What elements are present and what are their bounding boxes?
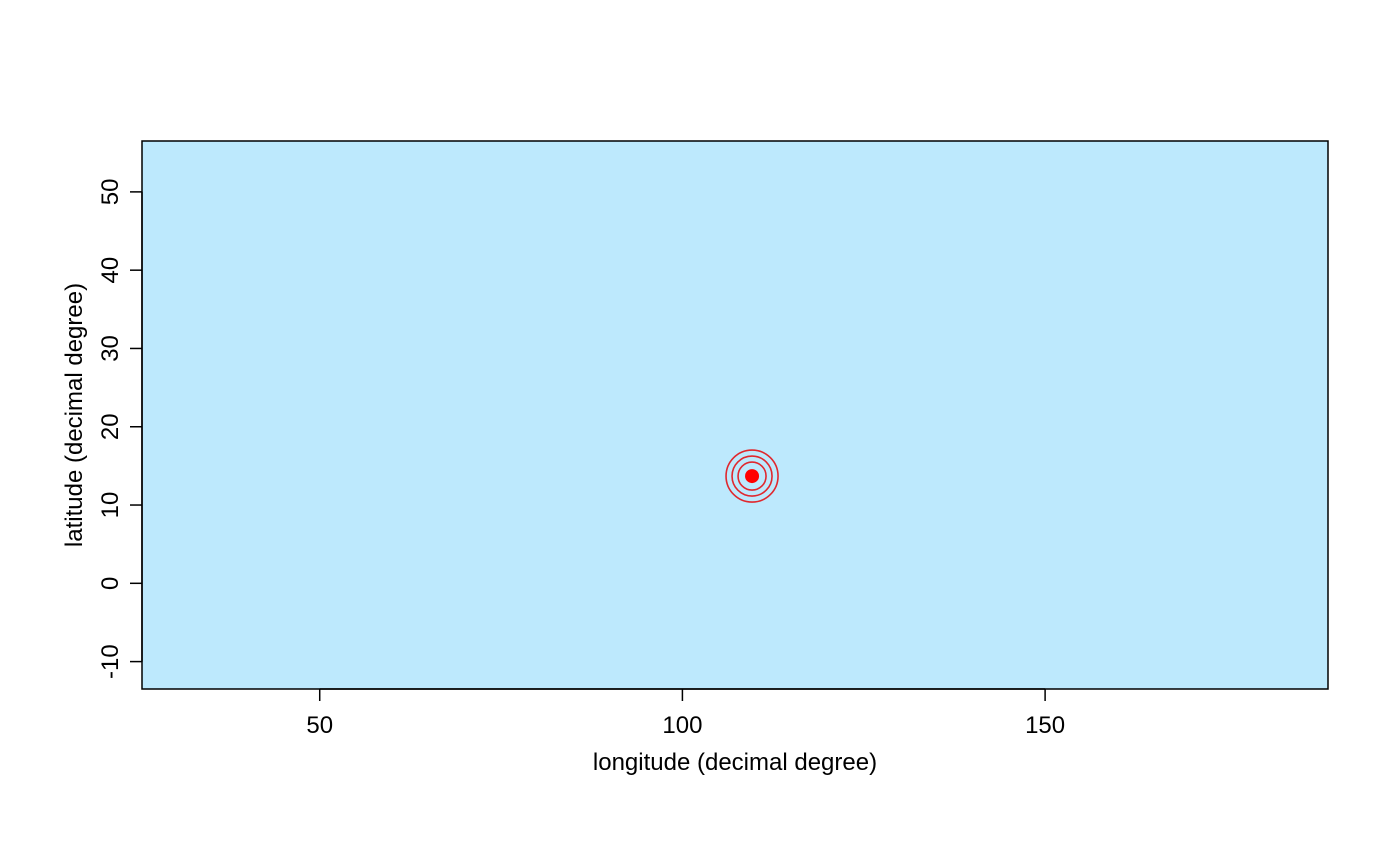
plot-background: [142, 141, 1328, 689]
plot-frame: [141, 140, 1329, 690]
y-tick-label: 30: [97, 335, 124, 362]
data-point-ring: [737, 461, 767, 491]
y-tick-label: 40: [97, 257, 124, 284]
x-tick-label: 100: [662, 712, 702, 739]
x-tick-label: 50: [306, 712, 333, 739]
x-axis: 50 100 150: [306, 688, 1065, 739]
y-axis: -10 0 10 20 30 40 50: [97, 179, 143, 679]
y-tick-label: 0: [97, 577, 124, 590]
y-tick-label: 20: [97, 413, 124, 440]
y-tick-label: 50: [97, 179, 124, 206]
y-tick-label: 10: [97, 492, 124, 519]
data-point-dot: [745, 469, 760, 484]
y-tick-label: -10: [97, 644, 124, 679]
data-point-ring: [731, 455, 773, 497]
y-axis-label: latitude (decimal degree): [61, 283, 88, 547]
x-tick-label: 150: [1025, 712, 1065, 739]
data-points: [725, 449, 779, 503]
data-point-ring: [725, 449, 779, 503]
data-point: [725, 449, 779, 503]
x-axis-label: longitude (decimal degree): [593, 749, 877, 776]
